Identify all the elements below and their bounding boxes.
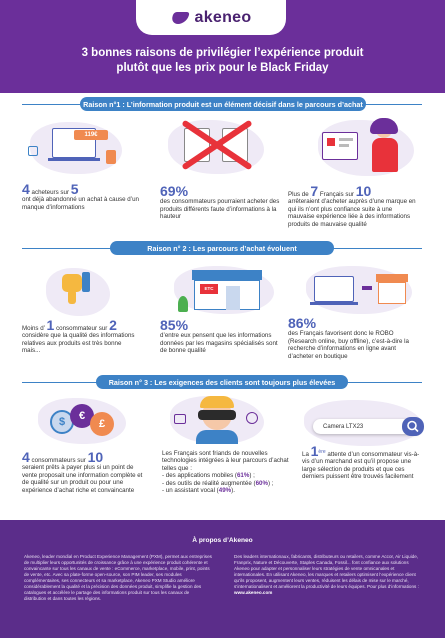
stat-3-2: Les Français sont friands de nouvelles t… [162, 450, 289, 495]
shopping-illustration: 119€ [22, 116, 132, 176]
stat-2-1: Moins d’ 1 consommateur sur 2 considère … [22, 317, 135, 355]
footer-link[interactable]: www.akeneo.com [234, 590, 273, 595]
akeneo-logo-icon [171, 10, 189, 26]
thumbs-down-illustration [40, 264, 120, 318]
logo-text: akeneo [194, 8, 252, 26]
stat-1-3: Plus de 7 Français sur 10 arrêteraient d… [288, 183, 416, 228]
logo: akeneo [136, 0, 286, 35]
store-sign: ETC [200, 284, 218, 294]
coins-illustration: $ € £ [34, 394, 130, 448]
section-banner-2: Raison n° 2 : Les parcours d’achat évolu… [110, 241, 334, 255]
stat-3-1: 4 consommateurs sur 10 seraient prêts à … [22, 449, 143, 494]
search-text: Camera LTX23 [323, 423, 364, 430]
search-bar-illustration: Camera LTX23 [313, 417, 424, 436]
woman-illustration [312, 112, 422, 178]
stat-3-3: La 1ère attente d’un consommateur vis-à-… [302, 443, 420, 481]
section-banner-3: Raison n° 3 : Les exigences des clients … [96, 375, 348, 389]
vr-illustration [166, 392, 270, 446]
price-tag: 119€ [74, 130, 108, 140]
footer-col-1: Akeneo, leader mondial en Product Experi… [24, 554, 212, 601]
coin-icon: £ [90, 412, 114, 436]
section-banner-1: Raison n°1 : L’information produit est u… [80, 97, 366, 111]
stat-2-2: 85% d’entre eux pensent que les informat… [160, 317, 278, 355]
store-illustration: ETC [170, 260, 280, 316]
crossed-products-illustration [162, 112, 272, 178]
stat-1-1: 4 acheteurs sur 5 ont déjà abandonné un … [22, 181, 139, 211]
stat-2-3: 86% des Français favorisent donc le ROBO… [288, 315, 409, 360]
footer-title: À propos d’Akeneo [192, 537, 253, 544]
footer-col-2: Des leaders internationaux, fabricants, … [234, 554, 419, 595]
stat-1-2: 69% des consommateurs pourraient acheter… [160, 183, 280, 221]
robo-illustration [300, 262, 420, 316]
footer [0, 520, 445, 638]
search-icon [402, 417, 424, 436]
page-title: 3 bonnes raisons de privilégier l’expéri… [81, 47, 364, 74]
